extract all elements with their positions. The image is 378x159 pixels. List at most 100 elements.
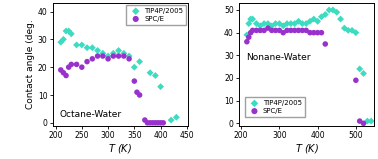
SPC/E — [89, 58, 95, 60]
TIP4P/2005 — [361, 72, 367, 75]
TIP4P/2005 — [314, 20, 321, 23]
TIP4P/2005 — [349, 29, 355, 32]
SPC/E — [84, 60, 90, 63]
TIP4P/2005 — [269, 25, 275, 27]
SPC/E — [280, 31, 286, 34]
TIP4P/2005 — [326, 9, 332, 11]
TIP4P/2005 — [63, 30, 69, 32]
TIP4P/2005 — [280, 25, 286, 27]
TIP4P/2005 — [253, 22, 259, 25]
TIP4P/2005 — [276, 22, 282, 25]
SPC/E — [265, 27, 271, 29]
TIP4P/2005 — [273, 22, 279, 25]
TIP4P/2005 — [353, 31, 359, 34]
TIP4P/2005 — [147, 72, 153, 74]
SPC/E — [66, 66, 72, 68]
X-axis label: $T$ (K): $T$ (K) — [295, 142, 319, 155]
SPC/E — [131, 80, 137, 82]
TIP4P/2005 — [257, 25, 263, 27]
SPC/E — [357, 120, 363, 122]
SPC/E — [68, 63, 74, 66]
TIP4P/2005 — [89, 46, 95, 49]
SPC/E — [94, 55, 101, 57]
TIP4P/2005 — [100, 52, 106, 55]
TIP4P/2005 — [296, 20, 302, 23]
TIP4P/2005 — [284, 22, 290, 25]
TIP4P/2005 — [174, 116, 180, 119]
SPC/E — [288, 29, 294, 32]
SPC/E — [116, 55, 122, 57]
SPC/E — [60, 72, 67, 74]
SPC/E — [160, 122, 166, 124]
TIP4P/2005 — [307, 20, 313, 23]
TIP4P/2005 — [288, 22, 294, 25]
TIP4P/2005 — [334, 11, 340, 14]
TIP4P/2005 — [341, 27, 347, 29]
TIP4P/2005 — [84, 46, 90, 49]
TIP4P/2005 — [136, 60, 143, 63]
SPC/E — [353, 79, 359, 82]
SPC/E — [63, 74, 69, 77]
SPC/E — [269, 29, 275, 32]
SPC/E — [322, 43, 328, 45]
TIP4P/2005 — [60, 38, 67, 41]
TIP4P/2005 — [357, 68, 363, 70]
TIP4P/2005 — [68, 32, 74, 35]
SPC/E — [314, 31, 321, 34]
TIP4P/2005 — [79, 44, 85, 46]
SPC/E — [150, 122, 156, 124]
X-axis label: $T$ (K): $T$ (K) — [108, 142, 132, 155]
TIP4P/2005 — [66, 30, 72, 32]
TIP4P/2005 — [126, 55, 132, 57]
TIP4P/2005 — [105, 55, 111, 57]
TIP4P/2005 — [152, 74, 158, 77]
TIP4P/2005 — [368, 120, 374, 122]
SPC/E — [299, 29, 305, 32]
SPC/E — [244, 40, 250, 43]
SPC/E — [261, 29, 267, 32]
SPC/E — [246, 36, 252, 38]
SPC/E — [74, 63, 80, 66]
SPC/E — [79, 66, 85, 68]
TIP4P/2005 — [299, 22, 305, 25]
SPC/E — [318, 31, 324, 34]
SPC/E — [136, 94, 143, 96]
SPC/E — [284, 29, 290, 32]
TIP4P/2005 — [58, 41, 64, 43]
SPC/E — [248, 31, 254, 34]
Legend: TIP4P/2005, SPC/E: TIP4P/2005, SPC/E — [126, 5, 186, 24]
SPC/E — [249, 29, 256, 32]
TIP4P/2005 — [265, 22, 271, 25]
TIP4P/2005 — [303, 22, 309, 25]
SPC/E — [253, 29, 259, 32]
SPC/E — [276, 29, 282, 32]
TIP4P/2005 — [158, 85, 164, 88]
TIP4P/2005 — [311, 18, 317, 20]
SPC/E — [257, 29, 263, 32]
SPC/E — [58, 69, 64, 71]
TIP4P/2005 — [244, 34, 250, 36]
SPC/E — [144, 122, 150, 124]
TIP4P/2005 — [110, 52, 116, 55]
Text: Octane-Water: Octane-Water — [60, 111, 122, 120]
SPC/E — [307, 31, 313, 34]
TIP4P/2005 — [261, 22, 267, 25]
TIP4P/2005 — [248, 18, 254, 20]
TIP4P/2005 — [74, 44, 80, 46]
TIP4P/2005 — [121, 52, 127, 55]
SPC/E — [296, 29, 302, 32]
SPC/E — [303, 29, 309, 32]
TIP4P/2005 — [168, 119, 174, 121]
TIP4P/2005 — [246, 22, 252, 25]
SPC/E — [134, 91, 140, 93]
SPC/E — [292, 29, 298, 32]
TIP4P/2005 — [322, 13, 328, 16]
SPC/E — [147, 122, 153, 124]
SPC/E — [110, 55, 116, 57]
TIP4P/2005 — [249, 18, 256, 20]
SPC/E — [152, 122, 158, 124]
SPC/E — [155, 122, 161, 124]
SPC/E — [311, 31, 317, 34]
SPC/E — [142, 119, 148, 121]
SPC/E — [126, 58, 132, 60]
